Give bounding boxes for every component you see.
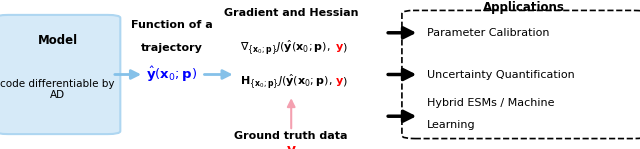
- Text: code differentiable by
AD: code differentiable by AD: [1, 79, 115, 100]
- Text: Function of a: Function of a: [131, 20, 212, 30]
- Text: Model: Model: [38, 34, 77, 47]
- FancyBboxPatch shape: [0, 15, 120, 134]
- FancyBboxPatch shape: [402, 10, 640, 139]
- Text: Gradient and Hessian: Gradient and Hessian: [224, 8, 358, 18]
- Text: Ground truth data: Ground truth data: [234, 131, 348, 141]
- Text: Hybrid ESMs / Machine: Hybrid ESMs / Machine: [427, 98, 554, 108]
- Text: $\nabla_{\{\mathbf{x}_0;\mathbf{p}\}}J(\hat{\mathbf{y}}(\mathbf{x}_0;\mathbf{p}): $\nabla_{\{\mathbf{x}_0;\mathbf{p}\}}J(\…: [240, 38, 331, 57]
- Text: $)$: $)$: [342, 75, 348, 89]
- Text: Uncertainty Quantification: Uncertainty Quantification: [427, 69, 575, 80]
- Text: $\hat{\mathbf{y}}(\mathbf{x}_0;\mathbf{p})$: $\hat{\mathbf{y}}(\mathbf{x}_0;\mathbf{p…: [146, 65, 197, 84]
- Text: $\mathbf{y}$: $\mathbf{y}$: [335, 42, 344, 54]
- Text: $\mathbf{H}_{\{\mathbf{x}_0;\mathbf{p}\}}J(\hat{\mathbf{y}}(\mathbf{x}_0;\mathbf: $\mathbf{H}_{\{\mathbf{x}_0;\mathbf{p}\}…: [240, 73, 332, 91]
- Text: trajectory: trajectory: [141, 43, 202, 53]
- Text: Learning: Learning: [427, 120, 476, 130]
- Text: $\mathbf{y}$: $\mathbf{y}$: [286, 145, 296, 149]
- Text: Applications: Applications: [483, 1, 565, 14]
- Text: Parameter Calibration: Parameter Calibration: [427, 28, 549, 38]
- Text: $)$: $)$: [342, 41, 348, 54]
- Text: $\mathbf{y}$: $\mathbf{y}$: [335, 76, 344, 88]
